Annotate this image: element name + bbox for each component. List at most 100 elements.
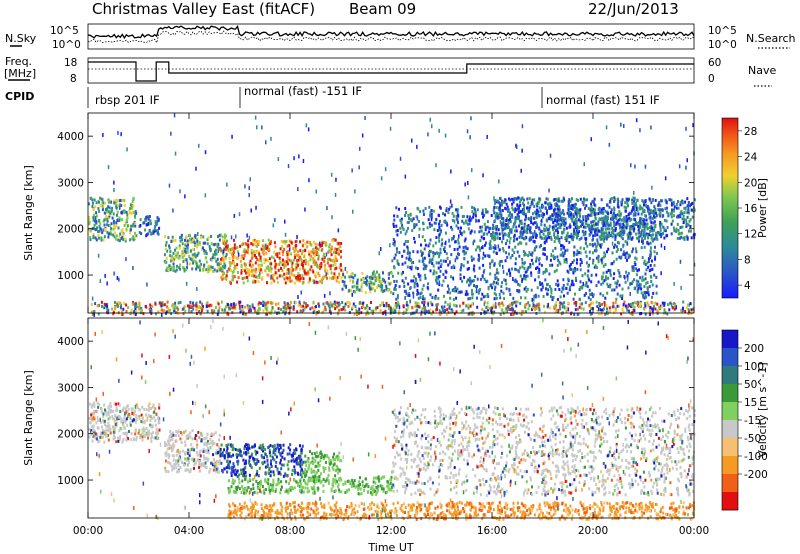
scatter-cell [135, 211, 138, 215]
scatter-cell [520, 227, 523, 230]
scatter-cell [431, 258, 434, 262]
scatter-cell [619, 234, 622, 238]
noise-cell [297, 187, 299, 192]
scatter-cell [455, 310, 458, 314]
scatter-cell [625, 251, 628, 255]
noise-cell [536, 201, 539, 206]
scatter-cell [535, 226, 538, 229]
scatter-cell [366, 304, 368, 308]
scatter-cell [631, 280, 634, 284]
noise-cell [430, 217, 433, 222]
scatter-cell [276, 276, 279, 280]
scatter-cell [451, 227, 454, 231]
scatter-cell [571, 215, 574, 219]
scatter-cell [392, 292, 395, 296]
noise-cell [106, 281, 108, 286]
scatter-cell [492, 312, 495, 316]
noise-cell [352, 209, 354, 214]
scatter-cell [195, 301, 198, 305]
scatter-cell [520, 196, 523, 200]
scatter-cell [341, 279, 344, 283]
scatter-cell [572, 268, 575, 272]
noise-cell [404, 296, 406, 300]
scatter-cell [397, 302, 400, 306]
scatter-cell [93, 404, 96, 408]
scatter-cell [590, 212, 593, 216]
scatter-cell [392, 307, 395, 310]
scatter-cell [129, 421, 132, 425]
scatter-cell [513, 233, 516, 237]
scatter-cell [174, 301, 177, 305]
scatter-cell [116, 210, 119, 214]
scatter-cell [677, 228, 680, 232]
scatter-cell [260, 259, 263, 263]
scatter-cell [542, 232, 545, 236]
scatter-cell [330, 245, 333, 249]
scatter-cell [558, 288, 561, 291]
scatter-cell [406, 221, 409, 224]
scatter-cell [558, 304, 561, 308]
scatter-cell [337, 252, 340, 256]
scatter-cell [501, 231, 504, 235]
scatter-cell [455, 214, 458, 218]
scatter-cell [391, 259, 394, 263]
noise-cell [409, 299, 411, 304]
scatter-cell [644, 214, 647, 218]
scatter-cell [395, 279, 398, 283]
scatter-cell [493, 205, 496, 209]
scatter-cell [104, 408, 106, 412]
noise-cell [660, 243, 663, 248]
scatter-cell [233, 255, 236, 259]
scatter-cell [486, 232, 489, 236]
scatter-cell [303, 307, 306, 311]
scatter-cell [179, 300, 182, 304]
scatter-cell [152, 229, 155, 233]
scatter-cell [106, 219, 109, 223]
noise-cell [511, 307, 514, 312]
scatter-cell [254, 254, 256, 257]
scatter-cell [631, 302, 634, 305]
scatter-cell [232, 274, 234, 278]
scatter-cell [360, 285, 363, 289]
noise-cell [490, 233, 492, 237]
scatter-cell [618, 232, 621, 236]
scatter-cell [632, 229, 635, 233]
scatter-cell [147, 232, 150, 236]
scatter-cell [544, 234, 547, 238]
scatter-cell [334, 263, 337, 266]
scatter-cell [550, 203, 553, 207]
scatter-cell [553, 226, 556, 230]
scatter-cell [562, 245, 565, 249]
scatter-cell [588, 288, 591, 292]
scatter-cell [122, 238, 125, 242]
scatter-cell [113, 223, 115, 227]
scatter-cell [153, 229, 156, 233]
scatter-cell [424, 243, 427, 247]
scatter-cell [124, 420, 127, 424]
scatter-cell [620, 218, 623, 222]
scatter-cell [585, 292, 587, 295]
scatter-cell [524, 212, 527, 216]
scatter-cell [582, 203, 585, 207]
scatter-cell [334, 254, 337, 258]
scatter-cell [235, 303, 238, 307]
noise-cell [520, 168, 522, 173]
scatter-cell [501, 223, 504, 227]
scatter-cell [231, 256, 234, 260]
scatter-cell [632, 206, 635, 209]
scatter-cell [558, 209, 561, 213]
scatter-cell [285, 260, 288, 264]
scatter-cell [586, 285, 589, 289]
scatter-cell [93, 226, 96, 230]
scatter-cell [282, 240, 285, 244]
scatter-cell [100, 407, 103, 411]
scatter-cell [193, 237, 196, 241]
scatter-cell [375, 308, 378, 312]
scatter-cell [606, 215, 609, 219]
scatter-cell [131, 211, 134, 215]
scatter-cell [294, 267, 297, 271]
scatter-cell [539, 282, 542, 286]
scatter-cell [654, 223, 657, 227]
power-cbar-label: 24 [744, 152, 758, 164]
scatter-cell [452, 235, 455, 238]
